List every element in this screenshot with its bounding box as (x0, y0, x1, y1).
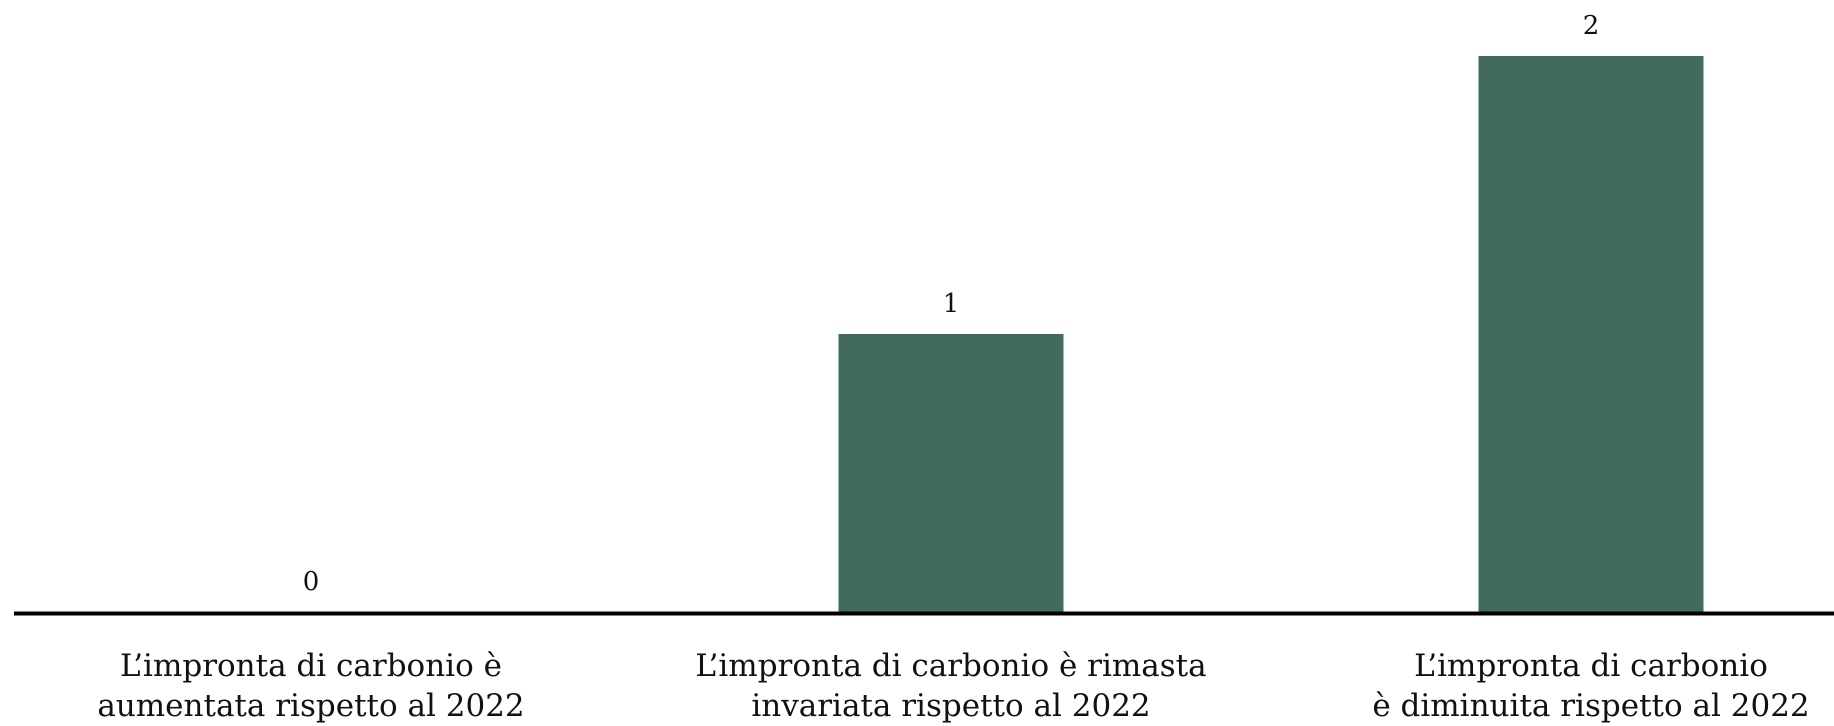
value-label: 2 (1583, 11, 1600, 41)
value-label: 1 (943, 289, 960, 319)
bar (838, 334, 1064, 612)
bar (1478, 56, 1704, 612)
x-tick-label: L’impronta di carbonio è aumentata rispe… (97, 648, 525, 724)
x-tick-label: L’impronta di carbonio è rimasta invaria… (695, 648, 1207, 724)
value-label: 0 (303, 567, 320, 597)
x-tick-label: L’impronta di carbonio è diminuita rispe… (1372, 648, 1810, 724)
